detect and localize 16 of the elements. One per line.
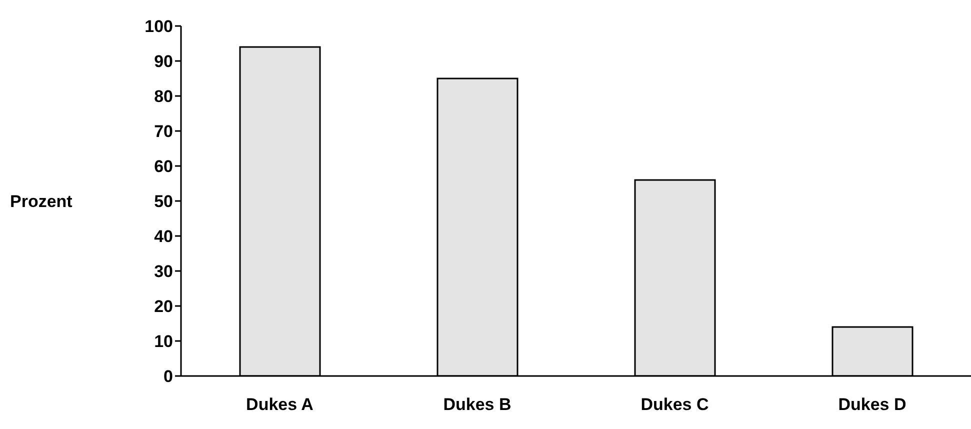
y-tick-label: 40 (154, 227, 173, 246)
y-tick-label: 30 (154, 262, 173, 282)
y-tick-label: 80 (154, 87, 173, 106)
x-tick-label: Dukes C (640, 395, 709, 414)
y-axis-title: Prozent (10, 192, 73, 212)
y-tick-label: 0 (164, 367, 173, 386)
x-tick-label: Dukes D (838, 395, 906, 414)
x-tick-label: Dukes B (443, 395, 512, 414)
x-tick-label: Dukes A (246, 395, 314, 414)
y-tick-label: 20 (154, 297, 173, 316)
y-tick-label: 70 (154, 122, 173, 142)
y-tick-label: 90 (154, 52, 173, 72)
y-tick-label: 50 (154, 192, 173, 212)
y-tick-label: 10 (154, 332, 173, 352)
y-tick-label: 100 (144, 17, 173, 36)
y-tick-label: 60 (154, 157, 173, 176)
